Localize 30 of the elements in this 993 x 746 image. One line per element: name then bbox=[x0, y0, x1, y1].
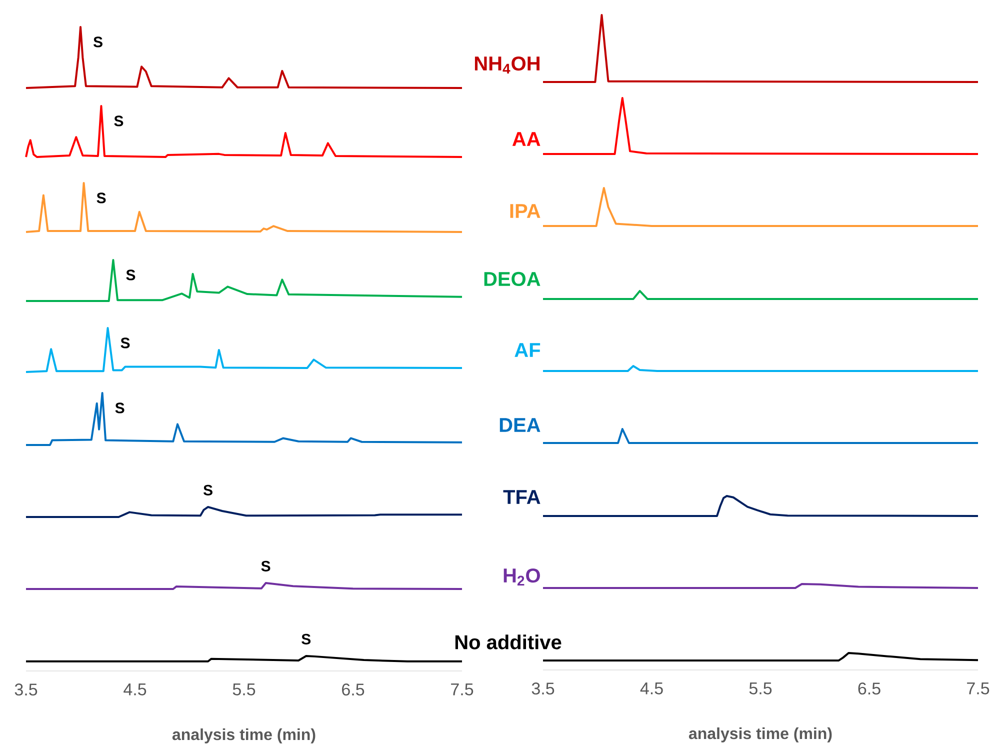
x-tick-label: 4.5 bbox=[640, 682, 663, 694]
series-label: DEA bbox=[500, 418, 540, 432]
annotation: S bbox=[261, 560, 270, 572]
x-tick-label: 4.5 bbox=[124, 684, 146, 696]
annotation: S bbox=[115, 402, 124, 414]
x-tick-label: 7.5 bbox=[451, 684, 474, 696]
text: AA bbox=[512, 132, 540, 146]
annotation: S bbox=[126, 270, 136, 280]
x-axis-title: analysis time (min) bbox=[688, 727, 832, 742]
annotation: S bbox=[114, 116, 124, 126]
text: IPA bbox=[510, 204, 540, 218]
text: TFA bbox=[503, 490, 540, 504]
series-label: DEOA bbox=[484, 272, 540, 286]
x-tick-label: 6.5 bbox=[342, 684, 364, 696]
series-label: No additive bbox=[455, 634, 562, 650]
x-tick-label: 5.5 bbox=[749, 682, 772, 694]
annotation: S bbox=[203, 484, 212, 496]
annotation: S bbox=[93, 36, 102, 48]
annotation: S bbox=[96, 192, 106, 204]
x-tick-label: 6.5 bbox=[858, 682, 880, 695]
annotation: S bbox=[120, 338, 130, 348]
x-tick-label: 7.5 bbox=[967, 682, 990, 694]
x-tick-label: 3.5 bbox=[14, 684, 38, 696]
x-axis-title: analysis time (min) bbox=[172, 728, 316, 744]
text: H$_{2}$O bbox=[504, 568, 540, 586]
text: AF bbox=[514, 343, 540, 357]
x-tick-label: 5.5 bbox=[232, 684, 256, 696]
x-tick-label: 3.5 bbox=[532, 682, 554, 695]
annotation: S bbox=[302, 634, 311, 644]
series-label: NH$_{4}$OH bbox=[474, 56, 540, 74]
